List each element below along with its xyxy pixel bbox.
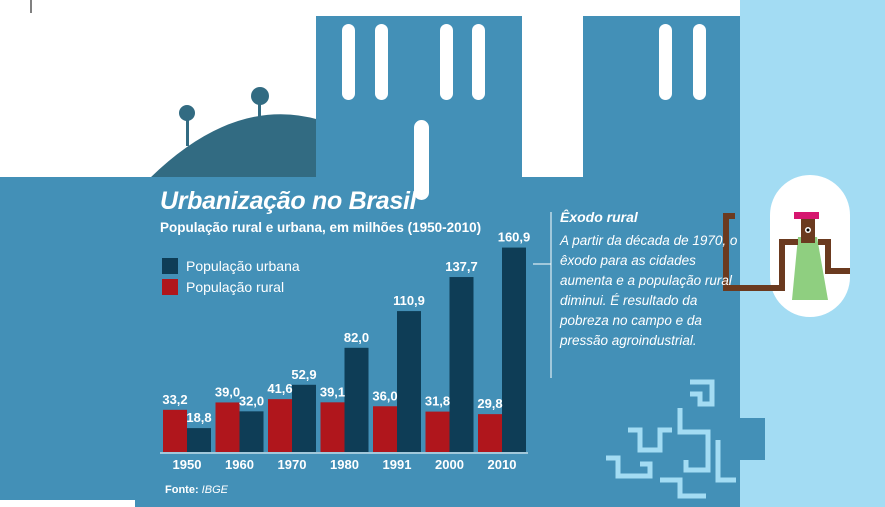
source-value: IBGE [201, 484, 228, 496]
x-tick-label: 2000 [435, 457, 464, 472]
data-label-urban: 32,0 [239, 393, 264, 408]
source-label: Fonte: [165, 484, 199, 496]
x-tick-label: 1950 [173, 457, 202, 472]
data-label-rural: 39,1 [320, 384, 345, 399]
legend-label-urban: População urbana [186, 258, 300, 274]
legend-item-rural: População rural [162, 278, 284, 296]
data-label-urban: 137,7 [445, 259, 478, 274]
source-line: Fonte: IBGE [165, 484, 228, 496]
data-label-rural: 31,8 [425, 394, 450, 409]
bar-rural [268, 399, 292, 452]
legend-swatch-rural [162, 279, 178, 295]
bar-rural [320, 402, 345, 452]
data-label-urban: 52,9 [291, 367, 316, 382]
data-label-urban: 82,0 [344, 330, 369, 345]
bar-urban [502, 247, 526, 452]
data-label-rural: 39,0 [215, 384, 240, 399]
meander-pattern [606, 379, 736, 499]
data-label-rural: 36,0 [372, 388, 397, 403]
data-label-rural: 41,6 [267, 381, 292, 396]
chart-panel [0, 16, 765, 507]
building-windows [342, 24, 706, 200]
data-label-rural: 33,2 [162, 392, 187, 407]
bar-urban [397, 311, 421, 452]
x-tick-label: 1970 [278, 457, 307, 472]
data-label-rural: 29,8 [477, 396, 502, 411]
data-label-urban: 160,9 [498, 230, 531, 245]
bar-urban [239, 411, 264, 452]
x-tick-label: 1980 [330, 457, 359, 472]
legend-swatch-urban [162, 258, 178, 274]
bar-urban [187, 428, 211, 452]
note-body: A partir da década de 1970, o êxodo para… [560, 233, 738, 348]
legend-label-rural: População rural [186, 279, 285, 295]
bar-rural [425, 411, 450, 452]
tree-icon [179, 105, 195, 146]
bar-rural [215, 402, 240, 452]
bar-rural [478, 414, 502, 452]
bar-urban [292, 384, 316, 452]
bar-chart: 33,2 18,8 1950 39,032,0 1960 41,652,9 1970 39,1… [160, 230, 530, 472]
bar-urban [344, 347, 369, 452]
person-figure-icon [723, 175, 850, 317]
chart-subtitle: População rural e urbana, em milhões (19… [160, 220, 482, 235]
x-tick-label: 1991 [383, 457, 412, 472]
note-title: Êxodo rural [560, 209, 638, 225]
legend-item-urban: População urbana [162, 257, 300, 275]
data-label-urban: 110,9 [393, 293, 425, 308]
hill [150, 114, 320, 180]
bar-rural [373, 406, 397, 452]
bar-urban [449, 277, 474, 452]
chart-title: Urbanização no Brasil [160, 187, 417, 215]
tree-icon [251, 87, 269, 125]
data-label-urban: 18,8 [186, 410, 211, 425]
x-tick-label: 1960 [225, 457, 254, 472]
bar-rural [163, 409, 187, 452]
x-tick-label: 2010 [488, 457, 517, 472]
